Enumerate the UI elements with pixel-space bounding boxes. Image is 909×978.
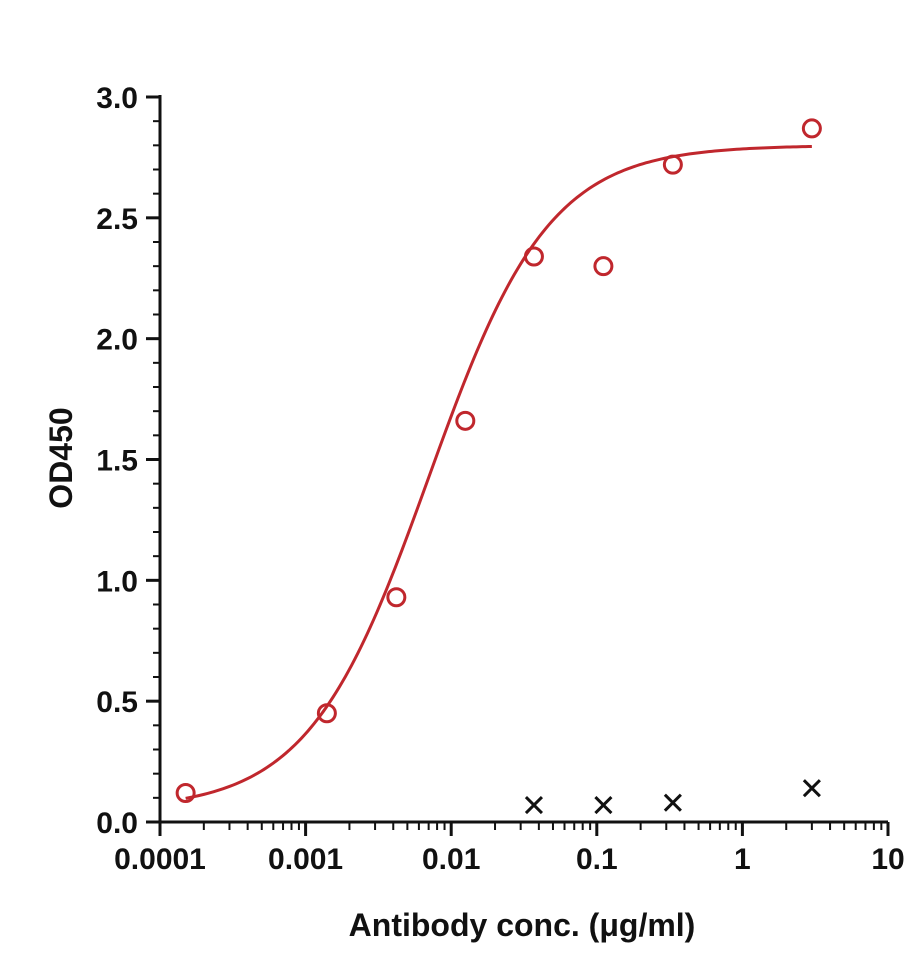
data-points xyxy=(175,118,822,815)
y-tick-label: 2.0 xyxy=(96,324,138,357)
y-tick-label: 3.0 xyxy=(96,82,138,115)
data-point-circle xyxy=(455,410,476,431)
data-point-circle xyxy=(662,154,683,175)
y-axis-ticks: 0.0 0.5 1.0 1.5 2.0 2.5 3.0 xyxy=(96,82,160,840)
data-point-x-stroke xyxy=(802,779,821,798)
x-tick-label: 10 xyxy=(871,843,904,876)
data-point-x-stroke xyxy=(663,793,682,812)
x-tick-label: 0.1 xyxy=(576,843,618,876)
x-axis-ticks: 0.0001 0.001 0.01 0.1 1 10 xyxy=(114,822,905,876)
x-axis-title: Antibody conc. (μg/ml) xyxy=(349,907,696,943)
data-point-x xyxy=(663,793,682,812)
y-tick-label: 1.0 xyxy=(96,565,138,598)
data-point-circle xyxy=(801,118,822,139)
fit-curves xyxy=(185,144,812,800)
x-tick-label: 1 xyxy=(734,843,751,876)
y-tick-label: 1.5 xyxy=(96,445,138,478)
data-point-x xyxy=(802,779,821,798)
data-point-x-stroke xyxy=(594,796,613,815)
data-point-x xyxy=(524,796,543,815)
data-point-circle xyxy=(316,703,337,724)
axes xyxy=(158,95,888,824)
data-point-x xyxy=(594,796,613,815)
data-point-circle xyxy=(523,246,544,267)
y-tick-label: 0.5 xyxy=(96,686,138,719)
data-point-x-stroke xyxy=(524,796,543,815)
y-tick-label: 2.5 xyxy=(96,203,138,236)
data-point-circle xyxy=(175,783,196,803)
data-point-circle xyxy=(386,587,407,608)
y-tick-label: 0.0 xyxy=(96,807,138,840)
x-tick-label: 0.0001 xyxy=(114,843,206,876)
x-tick-label: 0.001 xyxy=(268,843,343,876)
fit-curve-series-1 xyxy=(185,144,812,800)
x-tick-label: 0.01 xyxy=(422,843,480,876)
data-point-circle xyxy=(593,256,614,277)
y-axis-title: OD450 xyxy=(43,407,79,508)
